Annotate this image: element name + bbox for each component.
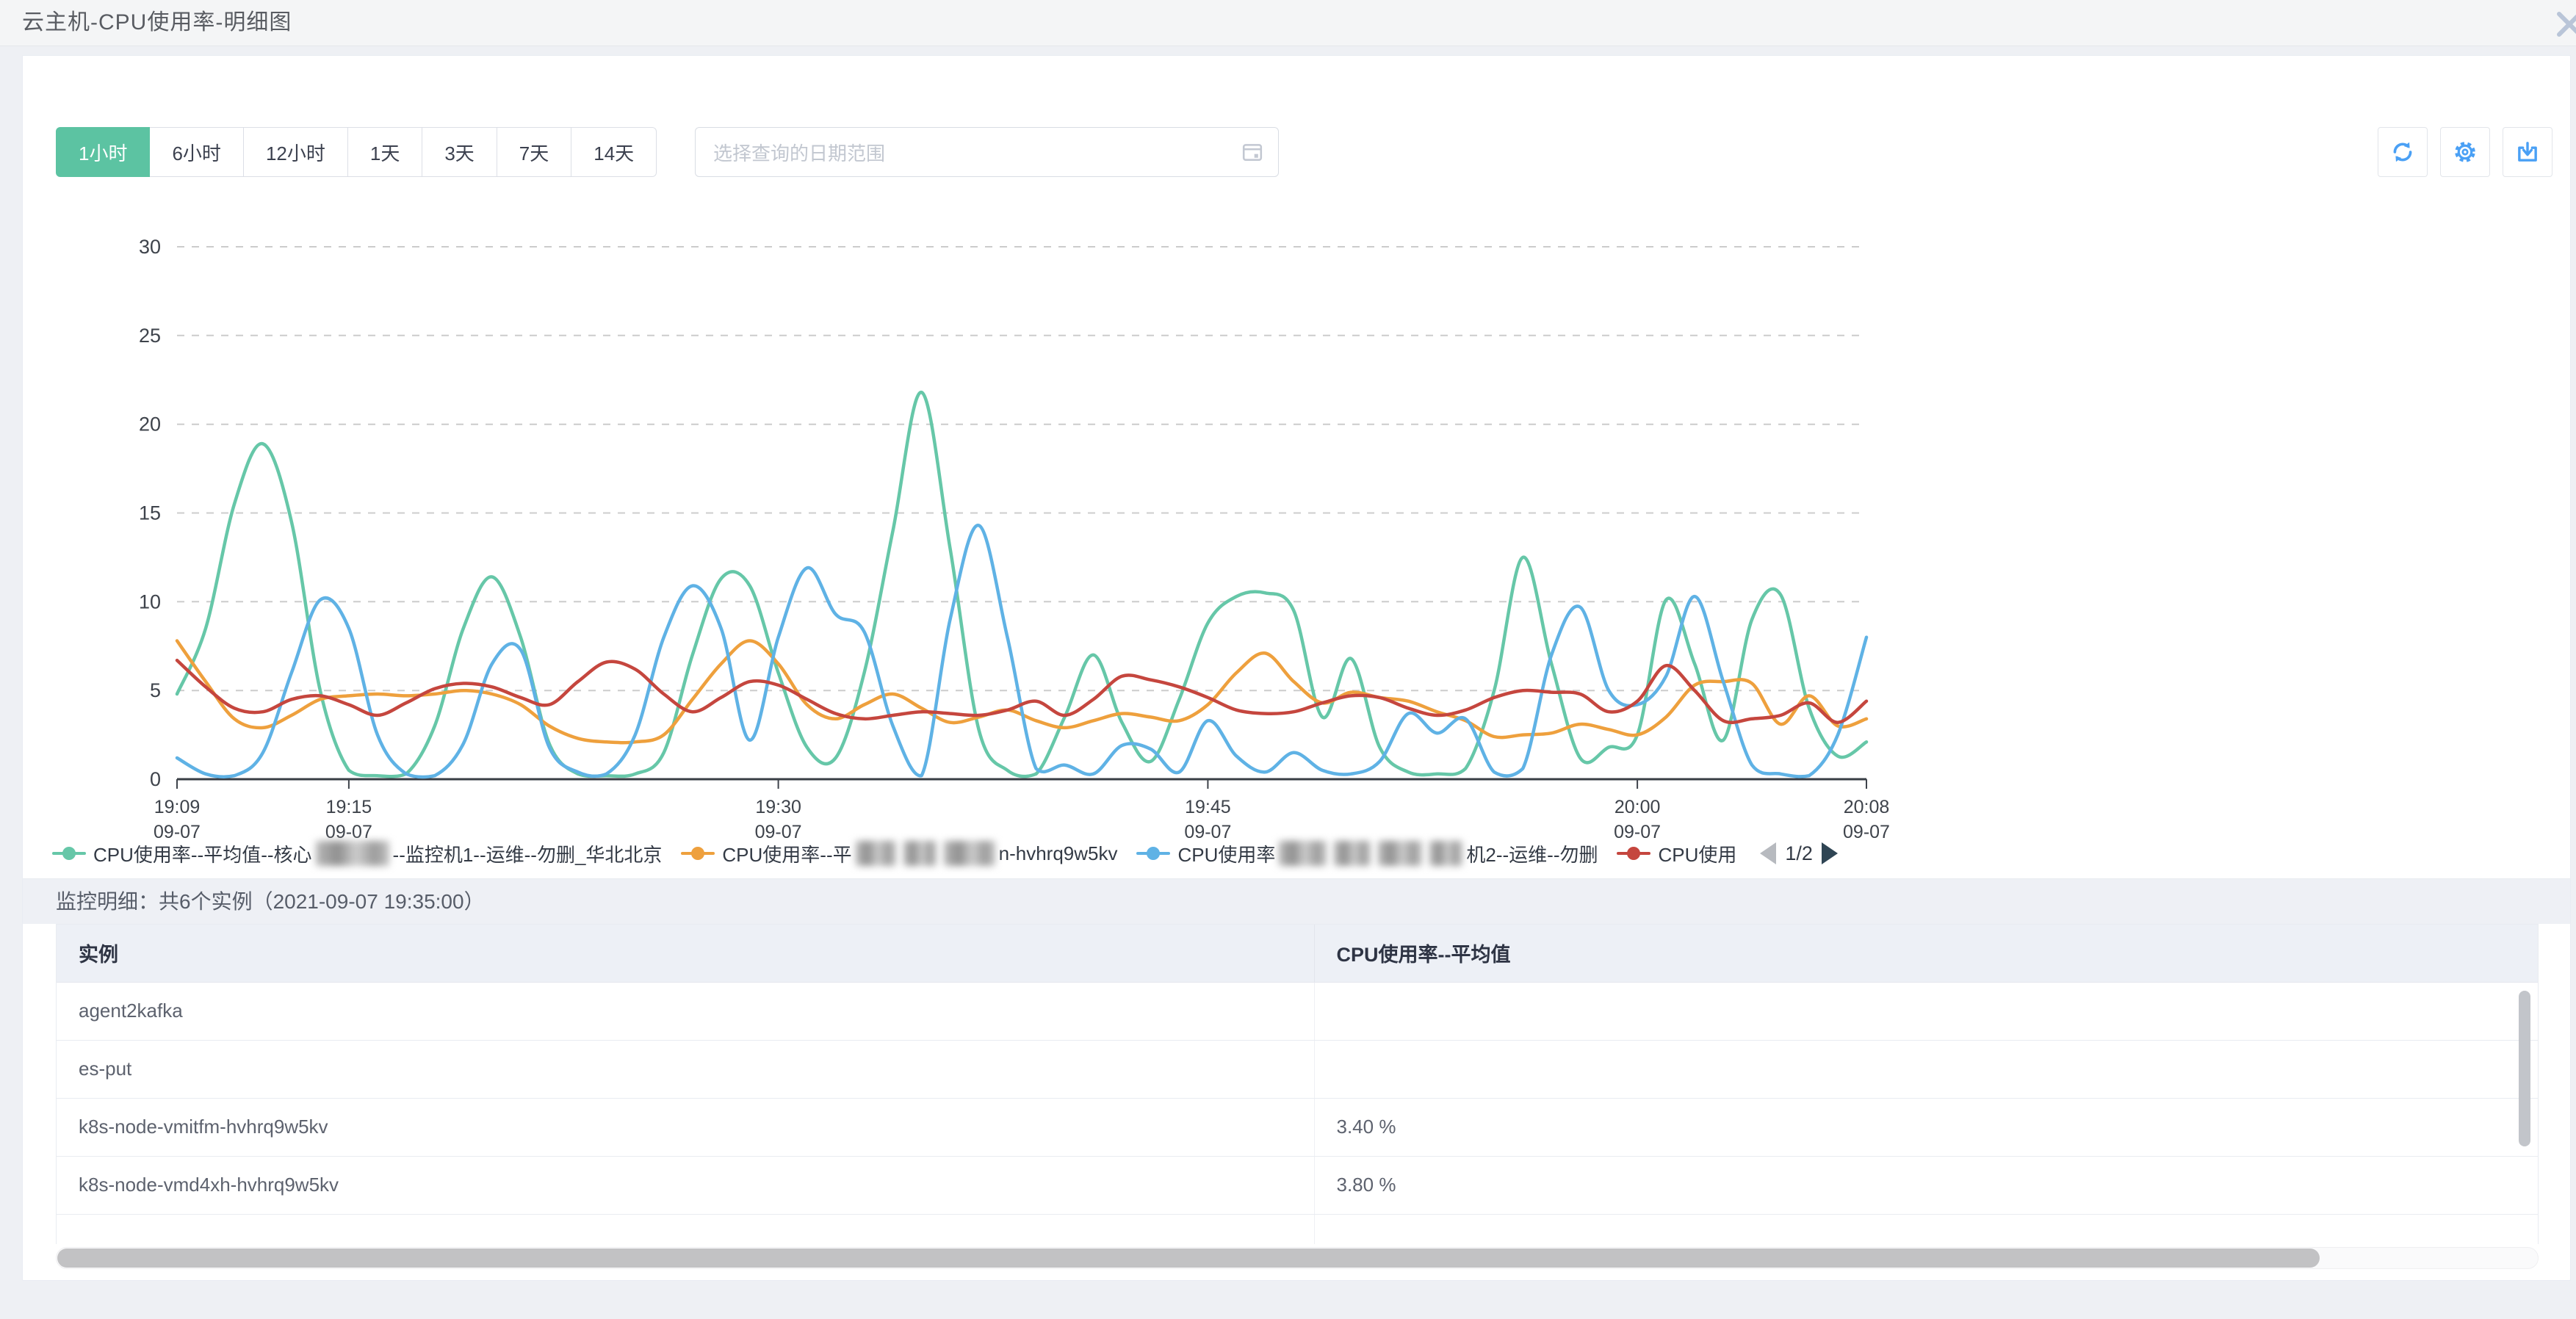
- legend-item-node-hvhrq9w5kv[interactable]: CPU使用率--平 n-hvhrq9w5kv: [681, 840, 1117, 867]
- export-button[interactable]: [2503, 127, 2552, 177]
- redacted-text: [315, 841, 389, 866]
- legend-next-icon[interactable]: [1821, 842, 1838, 864]
- legend-label-text: n-hvhrq9w5kv: [998, 842, 1118, 864]
- legend-label-text: CPU使用: [1658, 843, 1737, 866]
- value-cell: [1314, 1214, 2538, 1244]
- value-cell: 3.80 %: [1314, 1156, 2538, 1215]
- instance-cell: k8s-node-vmd4xh-hvhrq9w5kv: [57, 1156, 1315, 1215]
- settings-button[interactable]: [2440, 127, 2490, 177]
- cpu-usage-chart: 0 5 10 15 20 25 30 19:09 09-07 19:15 09-07 19:30 09-…: [23, 210, 1933, 856]
- x-axis-label-date: 09-07: [1843, 822, 1890, 842]
- value-cell: 3.40 %: [1314, 1098, 2538, 1157]
- y-axis-label-0: 0: [150, 768, 161, 790]
- close-icon[interactable]: [2552, 7, 2576, 41]
- legend-marker: [52, 846, 86, 861]
- instance-cell: es-put: [57, 1040, 1315, 1099]
- x-axis-label-date: 09-07: [325, 822, 372, 842]
- x-axis-label-time: 20:00: [1614, 797, 1661, 817]
- redacted-text: [1279, 841, 1327, 866]
- y-axis-label-25: 25: [139, 325, 161, 347]
- legend-marker: [681, 846, 715, 861]
- redacted-text: [1334, 841, 1371, 866]
- x-axis-label-time: 19:45: [1185, 797, 1231, 817]
- legend-item-core-monitor1[interactable]: CPU使用率--平均值--核心 --监控机1--运维--勿删_华北北京: [52, 840, 662, 867]
- x-axis-label-time: 19:15: [326, 797, 372, 817]
- table-row: [57, 1214, 2538, 1244]
- time-range-button-6h[interactable]: 6小时: [149, 127, 244, 177]
- detail-section-title: 监控明细：共6个实例（2021-09-07 19:35:00）: [56, 890, 485, 913]
- x-axis-label-date: 09-07: [1614, 822, 1661, 842]
- table-header-row: 实例 CPU使用率--平均值: [57, 925, 2538, 983]
- time-range-button-14d[interactable]: 14天: [571, 127, 657, 177]
- x-axis-label-time: 19:09: [154, 797, 201, 817]
- redacted-text: [1429, 841, 1463, 866]
- y-axis-label-10: 10: [139, 590, 161, 612]
- column-header-instance: 实例: [57, 925, 1315, 983]
- legend-page-indicator: 1/2: [1785, 842, 1813, 864]
- series-line-machine2: [175, 524, 1869, 779]
- redacted-text: [855, 841, 896, 866]
- toolbar-actions: [2365, 127, 2552, 177]
- redacted-text: [1378, 841, 1423, 866]
- time-range-group: 1小时 6小时 12小时 1天 3天 7天 14天: [56, 127, 657, 177]
- legend-label-text: CPU使用率--平: [722, 843, 852, 866]
- legend-item-machine2[interactable]: CPU使用率 机2--运维--勿删: [1136, 840, 1598, 867]
- legend-label-text: --监控机1--运维--勿删_华北北京: [392, 843, 663, 866]
- series-line-core-monitor1: [175, 390, 1869, 778]
- table-vertical-scrollbar[interactable]: [2519, 985, 2530, 1242]
- legend-marker: [1136, 846, 1171, 861]
- detail-section-header: 监控明细：共6个实例（2021-09-07 19:35:00）: [23, 878, 2570, 924]
- date-range-placeholder: 选择查询的日期范围: [713, 142, 886, 165]
- series-line-truncated: [175, 658, 1869, 725]
- instance-cell: k8s-node-vmitfm-hvhrq9w5kv: [57, 1098, 1315, 1157]
- legend-pager: 1/2: [1760, 842, 1838, 865]
- vertical-scrollbar-thumb[interactable]: [2519, 991, 2530, 1146]
- table-row: agent2kafka: [57, 982, 2538, 1041]
- download-icon: [2518, 142, 2537, 162]
- window-titlebar: 云主机-CPU使用率-明细图: [0, 0, 2576, 46]
- refresh-icon: [2393, 142, 2412, 162]
- legend-label-text: CPU使用率--平均值--核心: [93, 843, 312, 866]
- x-axis-label-time: 19:30: [755, 797, 801, 817]
- horizontal-scrollbar-thumb[interactable]: [57, 1248, 2320, 1268]
- gear-icon: [2455, 142, 2475, 162]
- y-axis-label-30: 30: [139, 236, 161, 258]
- x-axis-label-date: 09-07: [1184, 822, 1231, 842]
- time-range-button-7d[interactable]: 7天: [496, 127, 572, 177]
- legend-item-truncated[interactable]: CPU使用: [1617, 840, 1736, 867]
- panel-card: 1小时 6小时 12小时 1天 3天 7天 14天 选择查询的日期范围: [22, 55, 2571, 1281]
- x-axis-label-date: 09-07: [154, 822, 201, 842]
- y-axis-label-15: 15: [139, 502, 161, 524]
- date-range-picker[interactable]: 选择查询的日期范围: [695, 127, 1279, 177]
- value-cell: [1314, 1040, 2538, 1099]
- y-axis-label-20: 20: [139, 413, 161, 436]
- table-row: k8s-node-vmitfm-hvhrq9w5kv 3.40 %: [57, 1098, 2538, 1157]
- time-range-button-3d[interactable]: 3天: [422, 127, 497, 177]
- x-axis-label-time: 20:08: [1844, 797, 1890, 817]
- y-axis-label-5: 5: [150, 679, 161, 701]
- detail-table: 实例 CPU使用率--平均值 agent2kafka es-put k8s-node…: [56, 924, 2539, 1244]
- instance-cell: agent2kafka: [57, 982, 1315, 1041]
- redacted-text: [943, 841, 995, 866]
- value-cell: [1314, 982, 2538, 1041]
- time-range-button-12h[interactable]: 12小时: [242, 127, 348, 177]
- table-horizontal-scrollbar[interactable]: [56, 1247, 2539, 1269]
- refresh-button[interactable]: [2378, 127, 2428, 177]
- table-row: k8s-node-vmd4xh-hvhrq9w5kv 3.80 %: [57, 1156, 2538, 1215]
- instance-cell: [57, 1214, 1315, 1244]
- legend-prev-icon[interactable]: [1760, 842, 1777, 864]
- time-range-button-1h[interactable]: 1小时: [56, 127, 151, 177]
- x-axis-label-date: 09-07: [755, 822, 802, 842]
- table-row: es-put: [57, 1040, 2538, 1099]
- legend-label-text: 机2--运维--勿删: [1466, 843, 1598, 866]
- calendar-icon: [1242, 144, 1263, 161]
- legend-marker: [1617, 846, 1651, 861]
- chart-legend: CPU使用率--平均值--核心 --监控机1--运维--勿删_华北北京 CPU使用率…: [52, 833, 2079, 874]
- page-title: 云主机-CPU使用率-明细图: [22, 10, 292, 35]
- column-header-cpu-avg: CPU使用率--平均值: [1314, 925, 2538, 983]
- time-range-button-1d[interactable]: 1天: [347, 127, 423, 177]
- legend-label-text: CPU使用率: [1177, 843, 1276, 866]
- redacted-text: [903, 841, 937, 866]
